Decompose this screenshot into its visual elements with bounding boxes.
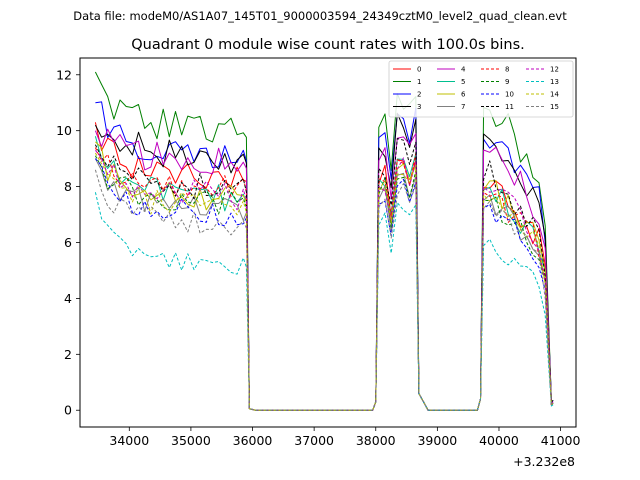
x-tick-label: 36000 [233, 433, 273, 448]
legend-label-0: 0 [417, 66, 421, 74]
series-line-1 [94, 71, 554, 411]
y-tick-label: 6 [64, 235, 72, 250]
series-line-9 [94, 155, 554, 411]
x-tick-label: 34000 [109, 433, 149, 448]
legend-label-5: 5 [461, 78, 465, 86]
legend-label-8: 8 [505, 66, 509, 74]
series-line-13 [94, 192, 554, 411]
legend-label-11: 11 [505, 103, 514, 111]
legend-label-2: 2 [417, 91, 421, 99]
chart-title: Quadrant 0 module wise count rates with … [131, 37, 525, 53]
legend-label-3: 3 [417, 103, 421, 111]
x-offset-label: +3.232e8 [513, 454, 575, 469]
x-tick-label: 35000 [171, 433, 211, 448]
y-tick-label: 8 [64, 179, 72, 194]
series-line-11 [94, 138, 554, 411]
legend-label-6: 6 [461, 91, 466, 99]
series-line-5 [94, 136, 554, 411]
x-tick-label: 39000 [417, 433, 457, 448]
legend-label-12: 12 [550, 66, 559, 74]
legend-label-9: 9 [505, 78, 509, 86]
x-tick-label: 41000 [541, 433, 581, 448]
legend-label-1: 1 [417, 78, 421, 86]
legend-label-13: 13 [550, 78, 559, 86]
legend-label-4: 4 [461, 66, 466, 74]
series-line-8 [94, 147, 554, 411]
y-tick-label: 10 [56, 123, 72, 138]
series-layer [94, 71, 554, 411]
y-tick-label: 4 [64, 291, 72, 306]
series-line-6 [95, 141, 554, 411]
series-line-0 [94, 122, 554, 411]
x-tick-label: 37000 [294, 433, 334, 448]
axis-ticks: 34000 35000 36000 37000 38000 39000 40000 41000… [56, 67, 580, 448]
legend-label-15: 15 [550, 103, 559, 111]
series-line-4 [94, 128, 554, 411]
chart-suptitle: Data file: modeM0/AS1A07_145T01_90000035… [73, 9, 567, 23]
x-tick-label: 40000 [479, 433, 519, 448]
legend-box [388, 60, 574, 118]
series-line-14 [94, 152, 554, 411]
legend-label-7: 7 [461, 103, 465, 111]
legend-label-14: 14 [550, 91, 559, 99]
y-tick-label: 12 [56, 67, 72, 82]
y-tick-label: 2 [64, 347, 72, 362]
legend-label-10: 10 [505, 91, 514, 99]
y-tick-label: 0 [64, 403, 72, 418]
x-tick-label: 38000 [356, 433, 396, 448]
series-line-15 [94, 169, 554, 411]
